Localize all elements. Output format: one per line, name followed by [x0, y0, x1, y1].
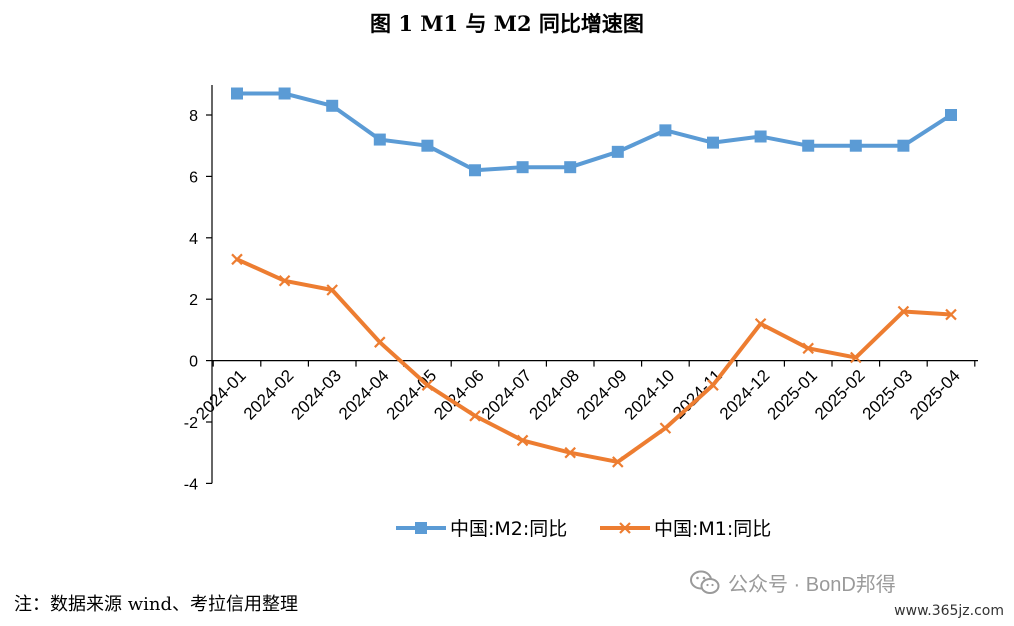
series-line-1 [237, 91, 953, 173]
data-point [421, 379, 434, 391]
legend-marker [619, 522, 631, 534]
x-tick-label: 2024-07 [478, 366, 536, 424]
x-tick-label: 2024-01 [192, 366, 250, 424]
data-point [516, 161, 529, 174]
x-tick-label: 2024-12 [716, 366, 774, 424]
x-tick-label: 2024-09 [573, 366, 631, 424]
data-point [849, 139, 862, 152]
x-tick-label: 2024-11 [669, 366, 726, 423]
data-point [802, 342, 814, 355]
data-point [945, 308, 957, 321]
y-tick-label: 0 [189, 354, 198, 371]
x-tick-label: 2024-04 [335, 366, 393, 424]
x-tick-label: 2025-04 [906, 366, 964, 424]
y-tick-label: 4 [189, 231, 198, 248]
watermark: 公众号 · BonD邦得 [690, 568, 896, 597]
y-tick-label: 8 [189, 108, 198, 125]
x-tick-label: 2024-03 [287, 366, 345, 424]
y-tick-label: 6 [189, 169, 198, 186]
chart-title: 图 1 M1 与 M2 同比增速图 [370, 11, 644, 36]
data-point [469, 410, 481, 422]
x-tick-label: 2024-05 [383, 366, 441, 424]
x-tick-label: 2024-02 [240, 366, 298, 424]
y-tick-label: -4 [184, 476, 198, 493]
y-tick-label: -2 [184, 415, 198, 432]
data-point [659, 124, 672, 137]
legend-label-2: 中国:M1:同比 [654, 518, 771, 540]
data-point [754, 317, 767, 330]
legend-marker [415, 522, 427, 534]
x-tick-label: 2025-02 [811, 366, 869, 424]
site-url: www.365jz.com [894, 603, 1004, 619]
data-point [707, 136, 719, 149]
data-point [231, 253, 243, 266]
data-point [754, 130, 767, 143]
data-point [231, 87, 243, 100]
data-point [326, 99, 339, 112]
data-point [612, 456, 624, 468]
data-point [564, 446, 576, 459]
data-point [278, 275, 291, 287]
data-point [850, 351, 862, 364]
data-point [707, 379, 719, 391]
watermark-text: 公众号 · BonD邦得 [728, 574, 896, 596]
data-point [611, 145, 624, 158]
data-point [326, 284, 338, 296]
data-point [278, 87, 291, 100]
data-point [373, 133, 386, 146]
data-point [945, 109, 957, 121]
wechat-icon [690, 570, 720, 594]
x-tick-label: 2025-01 [763, 366, 821, 424]
y-tick-label: 2 [189, 292, 198, 309]
data-point [659, 422, 672, 434]
data-point [469, 164, 481, 177]
data-point [421, 139, 434, 152]
data-point [802, 139, 815, 152]
x-tick-label: 2024-08 [525, 366, 583, 424]
data-point [516, 434, 529, 447]
x-tick-label: 2025-03 [859, 366, 917, 424]
data-point [374, 336, 386, 348]
data-point [897, 139, 910, 152]
data-point [897, 305, 910, 318]
source-note: 注：数据来源 wind、考拉信用整理 [14, 594, 298, 615]
data-point [564, 161, 577, 174]
legend-label-1: 中国:M2:同比 [450, 518, 567, 540]
series-line-2 [236, 257, 952, 464]
x-tick-label: 2024-10 [621, 366, 679, 424]
